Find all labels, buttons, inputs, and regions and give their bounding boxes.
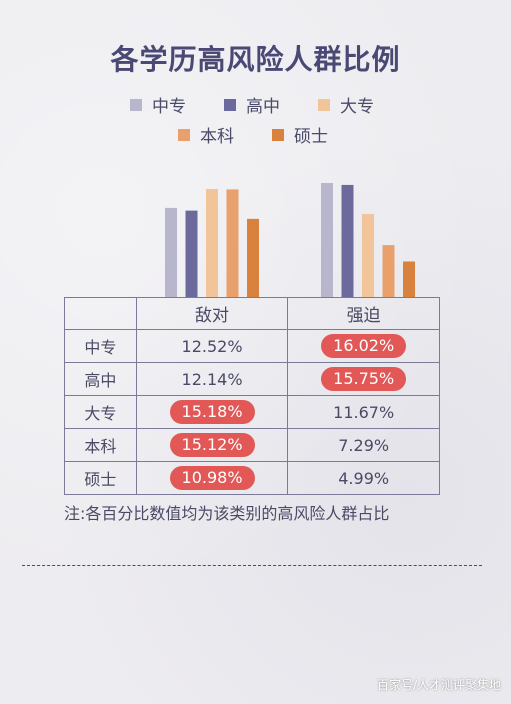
- dashed-divider: [22, 565, 482, 566]
- table-header-qiangpo: 强迫: [287, 297, 440, 330]
- bar-敌对-高中: [185, 210, 198, 297]
- row-label-value: 大专: [84, 404, 117, 423]
- row-label-value: 高中: [84, 371, 117, 390]
- table-row: 硕士 10.98% 4.99%: [64, 461, 440, 495]
- bar-强迫-中专: [321, 183, 333, 297]
- cell-qiangpo: 11.67%: [287, 395, 440, 429]
- cell-qiangpo-value: 11.67%: [333, 402, 395, 422]
- bar-chart: [165, 183, 415, 297]
- cell-qiangpo-value: 4.99%: [338, 468, 390, 488]
- cell-didui-value: 12.14%: [181, 369, 243, 389]
- cell-didui: 10.98%: [135, 461, 289, 495]
- legend-swatch: [318, 98, 330, 111]
- footnote: 注:各百分比数值均为该类别的高风险人群占比: [64, 504, 390, 523]
- table-row: 大专 15.18% 11.67%: [64, 395, 440, 429]
- cell-didui: 12.14%: [135, 362, 289, 396]
- data-table: 敌对 强迫 中专 12.52% 16.02% 高中 12.14% 15.75% 大专 15.1…: [64, 297, 440, 495]
- legend-swatch: [272, 128, 284, 141]
- table-corner-cell: [64, 297, 137, 330]
- cell-qiangpo-value: 15.75%: [321, 367, 407, 391]
- legend-row-1: 中专 高中 大专: [130, 92, 412, 117]
- bar-敌对-中专: [165, 207, 177, 297]
- legend-swatch: [224, 98, 236, 111]
- cell-qiangpo: 15.75%: [287, 362, 440, 396]
- bar-强迫-硕士: [403, 261, 415, 297]
- table-row: 本科 15.12% 7.29%: [64, 428, 440, 462]
- row-label-value: 硕士: [84, 470, 117, 489]
- cell-qiangpo-value: 16.02%: [321, 334, 407, 358]
- cell-qiangpo: 4.99%: [287, 461, 440, 495]
- bar-强迫-高中: [341, 184, 354, 297]
- legend-swatch: [130, 98, 142, 111]
- bar-敌对-大专: [206, 188, 218, 297]
- cell-didui-value: 15.12%: [169, 433, 255, 457]
- legend-swatch: [178, 128, 190, 141]
- legend-item-benke: 本科: [178, 122, 234, 147]
- row-label-value: 中专: [84, 338, 117, 357]
- legend-item-zhongzhuan: 中专: [130, 92, 186, 117]
- table-row: 高中 12.14% 15.75%: [64, 362, 440, 396]
- legend-item-shuoshi: 硕士: [272, 122, 328, 147]
- cell-didui: 15.12%: [135, 428, 289, 462]
- row-label: 大专: [64, 395, 137, 429]
- cell-qiangpo: 7.29%: [287, 428, 440, 462]
- cell-didui: 12.52%: [135, 329, 289, 363]
- table-header-didui: 敌对: [135, 297, 289, 330]
- row-label: 高中: [64, 362, 137, 396]
- legend-label: 高中: [246, 97, 280, 117]
- cell-didui-value: 12.52%: [181, 336, 243, 356]
- cell-didui-value: 10.98%: [169, 466, 255, 490]
- cell-didui-value: 15.18%: [169, 400, 255, 424]
- row-label: 硕士: [64, 461, 137, 495]
- cell-didui: 15.18%: [135, 395, 289, 429]
- bar-强迫-大专: [362, 213, 374, 297]
- table-row: 中专 12.52% 16.02%: [64, 329, 440, 363]
- chart-title: 各学历高风险人群比例: [110, 43, 401, 76]
- legend-item-dazhuan: 大专: [318, 92, 374, 117]
- row-label: 中专: [64, 329, 137, 363]
- bar-强迫-本科: [382, 245, 395, 297]
- table-header-row: 敌对 强迫: [64, 297, 440, 330]
- legend-item-gaozhong: 高中: [224, 92, 280, 117]
- cell-qiangpo: 16.02%: [287, 329, 440, 363]
- cell-qiangpo-value: 7.29%: [338, 435, 390, 455]
- legend-row-2: 本科 硕士: [178, 122, 366, 147]
- bar-敌对-本科: [226, 189, 239, 297]
- legend-label: 本科: [200, 127, 234, 147]
- legend-label: 中专: [152, 97, 186, 117]
- legend-label: 大专: [340, 97, 374, 117]
- bar-敌对-硕士: [247, 218, 259, 297]
- row-label-value: 本科: [84, 437, 117, 456]
- legend-label: 硕士: [294, 127, 328, 147]
- watermark: 百家号/人才测评聚集地: [376, 678, 501, 692]
- row-label: 本科: [64, 428, 137, 462]
